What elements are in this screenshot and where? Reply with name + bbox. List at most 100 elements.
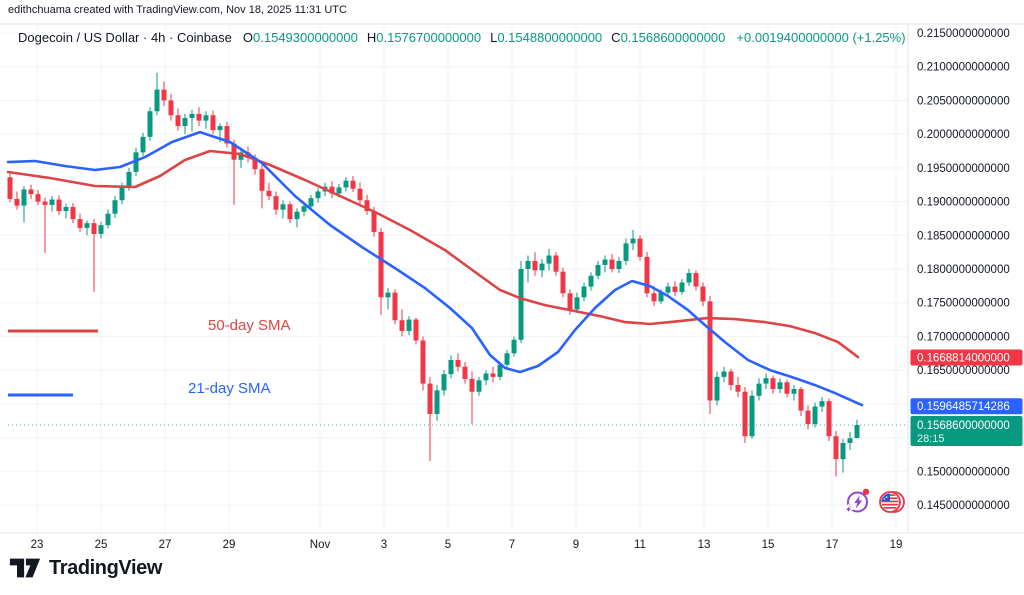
candle-body [595, 264, 601, 276]
price-axis-label: 0.2000000000000 [917, 129, 1010, 141]
candle-body [56, 199, 62, 212]
ohlc-h: H0.1576700000000 [366, 30, 482, 45]
candle-body [784, 382, 790, 394]
candle-body [392, 292, 398, 321]
candle-body [581, 286, 587, 298]
candle-body [210, 115, 216, 131]
sma50-price-badge-value: 0.1668814000000 [917, 352, 1010, 364]
candle-body [266, 190, 272, 197]
chart-canvas[interactable] [0, 24, 908, 533]
candle-body [364, 200, 370, 212]
candle-body [616, 260, 622, 269]
candle-body [77, 219, 83, 228]
countdown-timer: 28:15 [917, 433, 945, 445]
candle-body [791, 389, 797, 394]
sma50-line[interactable] [6, 149, 860, 359]
ohlc-o: O0.1549300000000 [242, 30, 358, 45]
candle-body [651, 293, 657, 302]
candle-body [70, 206, 76, 220]
candle-body [182, 117, 188, 127]
candle-body [147, 111, 153, 137]
time-axis-label: 7 [509, 539, 515, 551]
price-change: +0.0019400000000 (+1.25%) [736, 30, 906, 45]
candle-body [378, 231, 384, 298]
time-axis-label: 19 [890, 539, 903, 551]
candle-body [112, 200, 118, 214]
candle-body [623, 243, 629, 261]
candle-body [420, 340, 426, 384]
price-axis-label: 0.1850000000000 [917, 230, 1010, 242]
candle-body [189, 113, 195, 118]
candle-body [679, 282, 685, 292]
last-price-badge-value: 0.1568600000000 [917, 420, 1010, 432]
price-axis-label: 0.2150000000000 [917, 28, 1010, 40]
candle-body [497, 364, 503, 377]
candle-body [798, 389, 804, 411]
candle-body [700, 286, 706, 302]
candle-body [826, 401, 832, 437]
price-axis[interactable] [908, 24, 1024, 533]
candle-body [399, 320, 405, 332]
symbol-title[interactable]: Dogecoin / US Dollar · 4h · Coinbase [18, 30, 232, 45]
sma21-price-badge [910, 398, 1023, 415]
boost-icon[interactable] [842, 488, 870, 515]
candle-body [756, 383, 762, 396]
price-axis-label: 0.1650000000000 [917, 365, 1010, 377]
candle-body [175, 115, 181, 127]
candle-body [735, 384, 741, 392]
candle-body [259, 169, 265, 191]
price-axis-label: 0.1450000000000 [917, 500, 1010, 512]
candle-body [511, 339, 517, 354]
candle-body [427, 383, 433, 414]
candle-body [567, 293, 573, 310]
candle-body [294, 211, 300, 220]
candle-body [161, 89, 167, 101]
candle-body [630, 238, 636, 244]
candle-body [217, 126, 223, 131]
candle-body [385, 292, 391, 298]
time-axis-label: 13 [698, 539, 711, 551]
candle-body [413, 319, 419, 341]
candle-body [49, 199, 55, 205]
candle-body [84, 223, 90, 228]
price-axis-label: 0.1500000000000 [917, 466, 1010, 478]
candle-body [238, 152, 244, 160]
time-axis-label: 25 [95, 539, 108, 551]
candle-body [224, 126, 230, 144]
candle-body [770, 378, 776, 390]
candle-body [371, 211, 377, 232]
candle-body [14, 198, 20, 206]
candle-body [525, 260, 531, 269]
candle-body [714, 376, 720, 401]
candle-body [763, 378, 769, 384]
candle-body [602, 259, 608, 265]
candle-body [490, 373, 496, 377]
flag-coin-icon[interactable] [879, 491, 905, 513]
candle-body [42, 201, 48, 205]
time-axis-label: 3 [381, 539, 387, 551]
candle-body [63, 206, 69, 212]
candle-body [252, 157, 258, 170]
candle-body [532, 260, 538, 271]
candle-body [665, 286, 671, 293]
candle-body [721, 371, 727, 377]
tradingview-logo[interactable]: TradingView [8, 556, 162, 580]
candle-body [448, 360, 454, 375]
candle-body [343, 180, 349, 188]
price-axis-label: 0.1800000000000 [917, 264, 1010, 276]
time-axis-label: 17 [826, 539, 839, 551]
candle-body [707, 301, 713, 401]
price-axis-label: 0.1950000000000 [917, 163, 1010, 175]
time-axis[interactable] [0, 533, 1024, 555]
candle-body [336, 187, 342, 194]
time-axis-label: 5 [445, 539, 451, 551]
candle-body [126, 171, 132, 187]
candle-body [329, 186, 335, 194]
candle-body [644, 256, 650, 294]
symbol-header: Dogecoin / US Dollar · 4h · Coinbase O0.… [18, 30, 906, 45]
candle-body [196, 113, 202, 121]
tradingview-logo-mark [9, 558, 41, 578]
candle-body [105, 213, 111, 226]
candle-body [805, 410, 811, 425]
sma21-line[interactable] [6, 130, 864, 407]
